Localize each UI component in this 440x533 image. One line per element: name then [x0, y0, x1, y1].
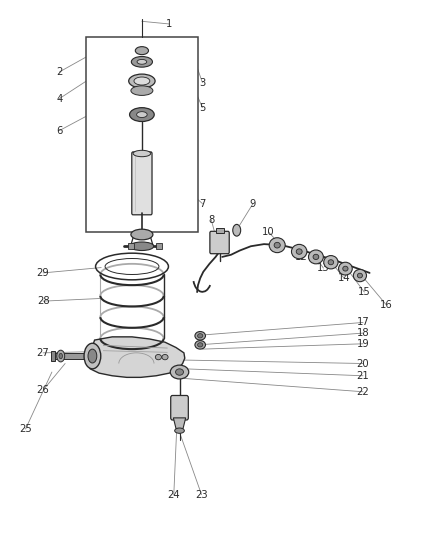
Text: 29: 29 [37, 268, 49, 278]
Text: 28: 28 [37, 296, 49, 306]
Ellipse shape [357, 273, 363, 278]
Ellipse shape [136, 112, 147, 118]
Text: 14: 14 [338, 273, 350, 283]
Text: 1: 1 [166, 19, 172, 29]
Text: 3: 3 [199, 78, 205, 87]
Ellipse shape [353, 270, 367, 282]
Text: 15: 15 [358, 287, 370, 297]
Text: 24: 24 [168, 490, 180, 499]
Text: 12: 12 [295, 252, 308, 262]
Ellipse shape [170, 365, 189, 379]
Ellipse shape [84, 343, 101, 369]
Polygon shape [87, 337, 185, 377]
Text: 25: 25 [19, 424, 32, 434]
Bar [156, 243, 162, 249]
Text: 20: 20 [357, 359, 369, 368]
FancyBboxPatch shape [171, 395, 188, 420]
Text: 8: 8 [208, 215, 214, 224]
Ellipse shape [308, 250, 323, 264]
Ellipse shape [198, 343, 203, 347]
Ellipse shape [130, 242, 154, 251]
Bar [51, 351, 55, 361]
Bar [128, 243, 134, 249]
FancyBboxPatch shape [210, 231, 229, 254]
Ellipse shape [195, 332, 205, 340]
Ellipse shape [130, 108, 154, 122]
Text: 9: 9 [250, 199, 256, 208]
Text: 26: 26 [37, 385, 49, 395]
Ellipse shape [195, 341, 205, 349]
Text: 18: 18 [357, 328, 369, 338]
Ellipse shape [137, 60, 147, 64]
Bar [86, 37, 198, 232]
Ellipse shape [175, 428, 184, 433]
Text: 7: 7 [199, 199, 205, 208]
Ellipse shape [88, 349, 97, 363]
Ellipse shape [291, 244, 307, 259]
Bar [53, 353, 88, 359]
Text: 19: 19 [357, 339, 369, 349]
Ellipse shape [131, 56, 153, 67]
Text: 13: 13 [317, 263, 330, 273]
Text: 16: 16 [380, 300, 392, 310]
Ellipse shape [338, 262, 352, 275]
Text: 4: 4 [56, 94, 62, 103]
Ellipse shape [57, 350, 65, 362]
Text: 22: 22 [357, 387, 369, 397]
Ellipse shape [131, 86, 153, 95]
Text: 6: 6 [56, 126, 62, 135]
Ellipse shape [198, 334, 203, 338]
Text: 5: 5 [199, 103, 205, 112]
Text: 10: 10 [262, 227, 275, 237]
Ellipse shape [296, 249, 302, 254]
Text: 21: 21 [357, 371, 369, 381]
Ellipse shape [129, 74, 155, 88]
Ellipse shape [59, 353, 62, 359]
Ellipse shape [233, 224, 241, 236]
FancyBboxPatch shape [132, 152, 152, 215]
Text: 27: 27 [37, 348, 49, 358]
Ellipse shape [274, 243, 280, 248]
Text: 17: 17 [357, 318, 369, 327]
Ellipse shape [324, 255, 338, 269]
Ellipse shape [133, 150, 150, 157]
Text: 23: 23 [195, 490, 208, 499]
Ellipse shape [134, 77, 150, 85]
Ellipse shape [313, 254, 319, 260]
Text: 2: 2 [56, 67, 62, 77]
Ellipse shape [269, 238, 285, 253]
Ellipse shape [328, 260, 334, 265]
Ellipse shape [343, 266, 348, 271]
Ellipse shape [162, 354, 168, 360]
Polygon shape [173, 418, 186, 429]
Ellipse shape [155, 354, 161, 360]
Ellipse shape [176, 369, 183, 375]
Bar [216, 228, 224, 233]
Ellipse shape [131, 229, 153, 240]
Ellipse shape [136, 47, 148, 55]
